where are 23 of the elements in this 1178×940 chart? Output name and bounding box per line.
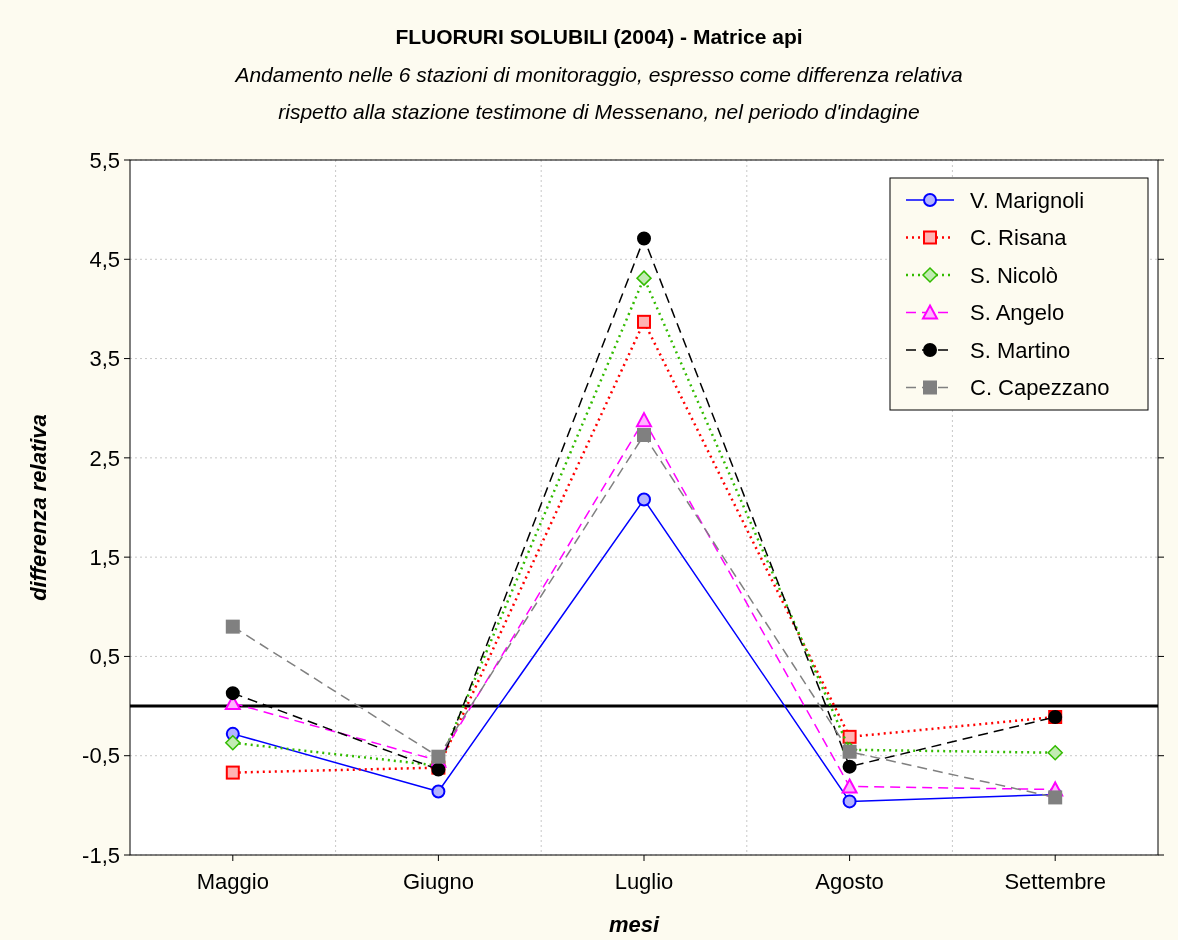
x-axis-title: mesi bbox=[608, 912, 660, 937]
y-tick-label: -0,5 bbox=[82, 743, 120, 769]
x-tick-label: Agosto bbox=[815, 869, 884, 894]
legend-label: S. Martino bbox=[970, 337, 1071, 363]
x-tick-label: Giugno bbox=[402, 869, 474, 894]
legend-label: V. Marignoli bbox=[970, 187, 1085, 213]
chart-title: FLUORURI SOLUBILI (2004) - Matrice api bbox=[395, 25, 803, 48]
legend-label: C. Risana bbox=[970, 225, 1068, 251]
legend-label: S. Angelo bbox=[970, 300, 1065, 326]
chart-subtitle: Andamento nelle 6 stazioni di monitoraggio, espresso come differenza relativa rispetto alla stazione testimone di Messenano, nel periodo d'indagine bbox=[233, 63, 963, 123]
y-tick-label: 2,5 bbox=[89, 445, 120, 471]
legend-label: S. Nicolò bbox=[970, 262, 1059, 288]
y-tick-label: 4,5 bbox=[89, 246, 120, 272]
x-tick-label: Settembre bbox=[1004, 869, 1106, 894]
x-tick-label: Luglio bbox=[614, 869, 674, 894]
y-tick-label: 3,5 bbox=[89, 346, 120, 372]
x-tick-label: Maggio bbox=[196, 869, 269, 894]
legend-label: C. Capezzano bbox=[970, 375, 1110, 401]
y-tick-label: 1,5 bbox=[89, 544, 120, 570]
y-tick-label: 0,5 bbox=[89, 644, 120, 670]
y-axis-title: differenza relativa bbox=[26, 414, 51, 601]
y-tick-label: 5,5 bbox=[89, 147, 120, 173]
y-tick-label: -1,5 bbox=[82, 842, 120, 868]
